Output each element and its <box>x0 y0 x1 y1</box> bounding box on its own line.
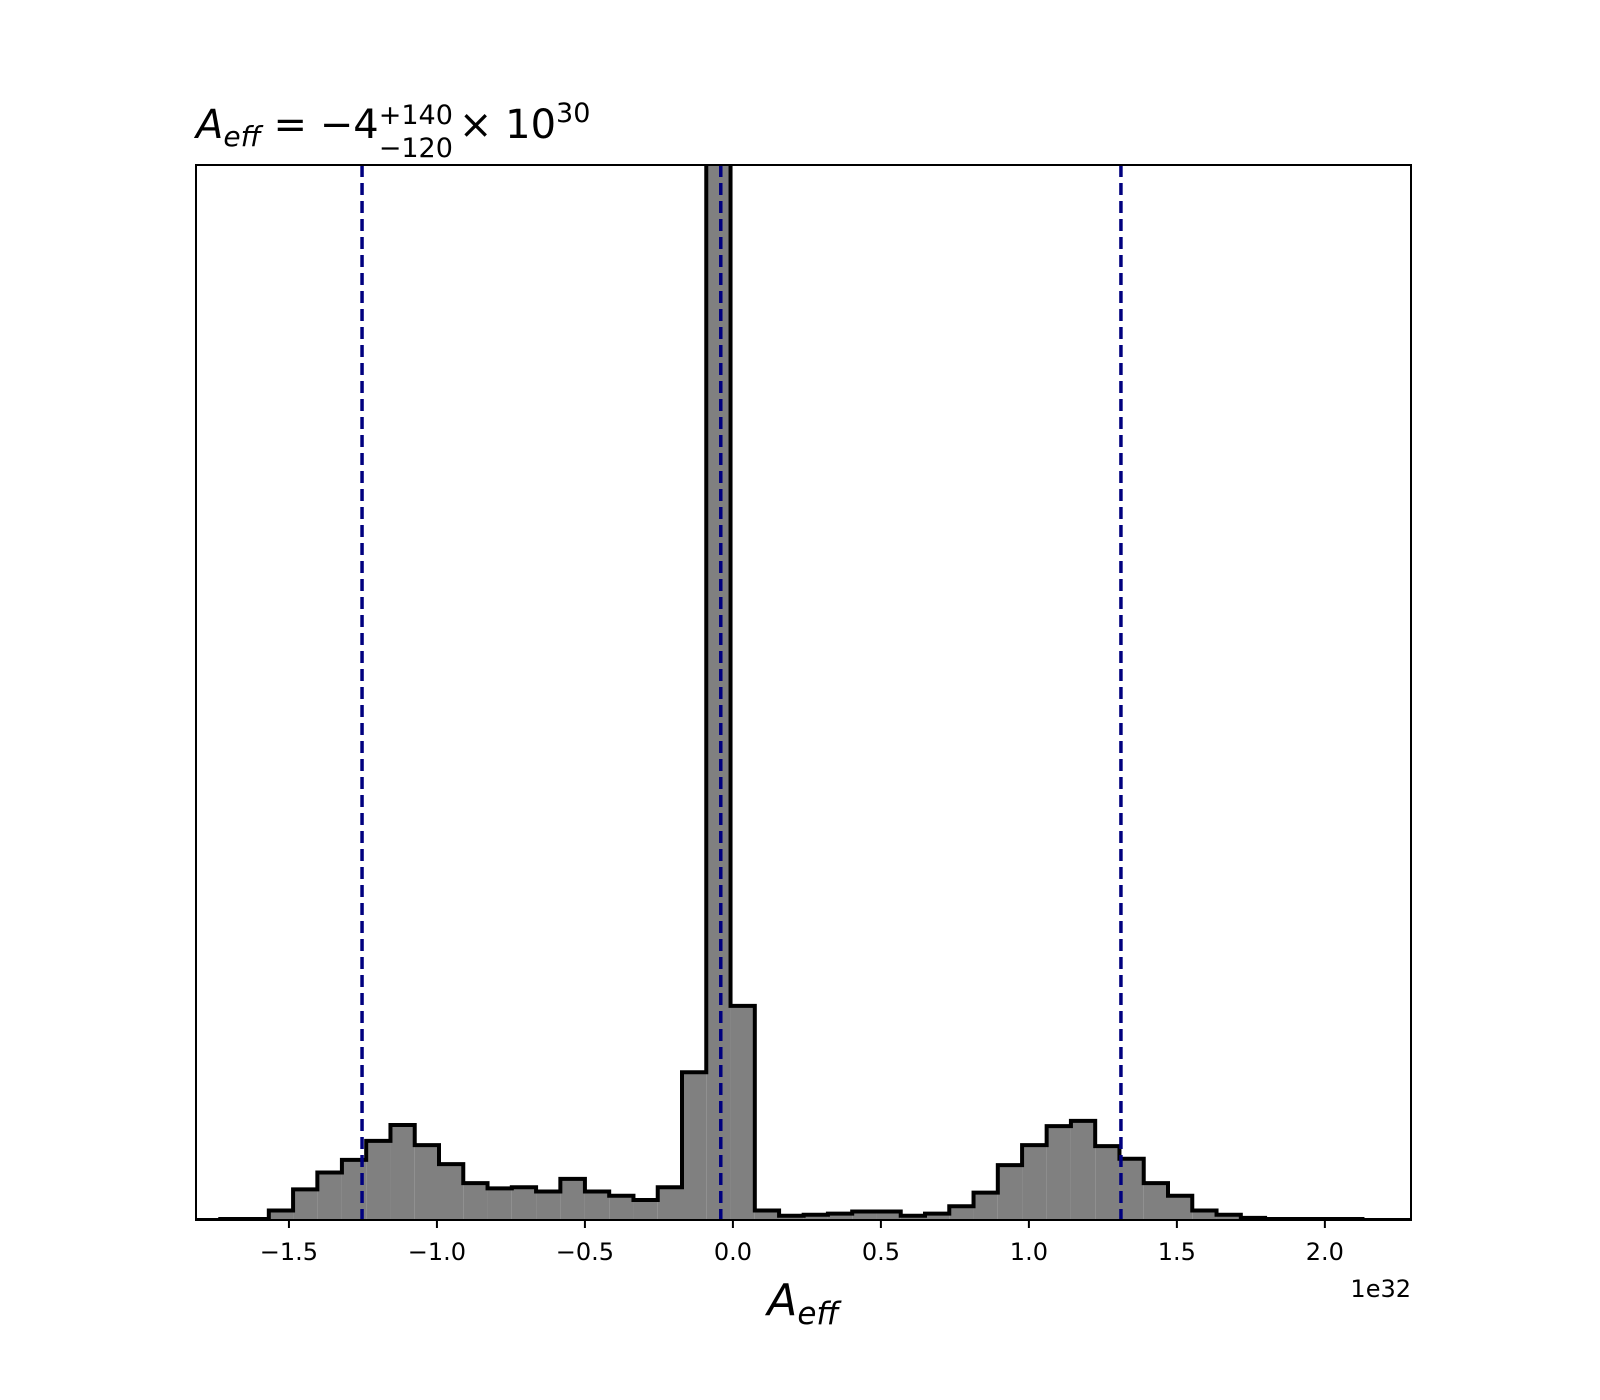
bar <box>1046 1126 1071 1220</box>
bar <box>487 1188 512 1220</box>
bar <box>949 1206 974 1220</box>
bar <box>754 1210 780 1220</box>
offset-label: 1e32 <box>1350 1275 1411 1303</box>
bar <box>560 1178 585 1220</box>
bar <box>706 165 731 1220</box>
x-tick-label: −1.0 <box>408 1238 466 1266</box>
bar <box>609 1195 634 1220</box>
bar <box>730 1005 755 1220</box>
bar <box>390 1125 415 1220</box>
x-tick-label: 1.5 <box>1158 1238 1196 1266</box>
bar <box>900 1215 925 1220</box>
bar <box>779 1215 804 1220</box>
x-axis-label: Aeff <box>764 1275 842 1332</box>
plot-area <box>196 165 1411 1220</box>
bar <box>1070 1120 1096 1220</box>
bar <box>1119 1158 1144 1220</box>
bar <box>366 1140 391 1220</box>
x-tick-label: 1.0 <box>1010 1238 1048 1266</box>
histogram-outline <box>196 165 1411 1220</box>
bar <box>803 1214 828 1220</box>
bar <box>973 1192 998 1220</box>
chart-title: Aeff = −4+140 −120× 1030 <box>193 98 590 164</box>
bar <box>1168 1195 1193 1220</box>
bar <box>268 1210 294 1220</box>
bar <box>1095 1146 1120 1220</box>
x-tick-label: 0.5 <box>862 1238 900 1266</box>
bar <box>1216 1214 1241 1220</box>
bar <box>925 1213 950 1220</box>
bar <box>414 1145 439 1220</box>
bar <box>317 1172 342 1220</box>
bar <box>682 1072 707 1220</box>
bar <box>827 1213 853 1220</box>
x-tick-label: 2.0 <box>1306 1238 1344 1266</box>
bar <box>463 1183 488 1220</box>
bar <box>852 1211 877 1220</box>
bar <box>876 1211 901 1220</box>
bar <box>511 1187 537 1220</box>
x-tick-label: 0.0 <box>714 1238 752 1266</box>
bar <box>657 1187 682 1220</box>
bar <box>439 1164 464 1220</box>
bar <box>1143 1183 1168 1220</box>
x-tick-label: −1.5 <box>260 1238 318 1266</box>
bar <box>536 1191 561 1220</box>
x-tick-label: −0.5 <box>556 1238 614 1266</box>
axes-frame <box>195 164 1412 1221</box>
bar <box>1022 1145 1047 1220</box>
bar <box>633 1199 658 1220</box>
bar <box>997 1165 1023 1220</box>
bar <box>584 1191 610 1220</box>
bar <box>1192 1210 1217 1220</box>
bar <box>293 1189 318 1220</box>
